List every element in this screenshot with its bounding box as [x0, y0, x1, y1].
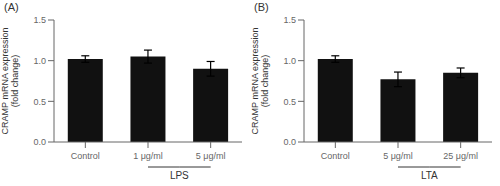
svg-text:0.0: 0.0 — [283, 137, 296, 147]
svg-text:1.0: 1.0 — [283, 56, 296, 66]
svg-text:0.5: 0.5 — [283, 97, 296, 107]
svg-text:25 μg/ml: 25 μg/ml — [443, 151, 478, 161]
svg-text:5 μg/ml: 5 μg/ml — [383, 151, 413, 161]
svg-text:LTA: LTA — [421, 170, 438, 181]
html-text:(A): (A) — [4, 1, 19, 13]
svg-text:CRAMP mRNA expression(fold cha: CRAMP mRNA expression(fold change) — [8, 28, 20, 135]
svg-text:CRAMP mRNA expression(fold cha: CRAMP mRNA expression(fold change) — [250, 28, 270, 135]
svg-text:5 μg/ml: 5 μg/ml — [196, 151, 226, 161]
svg-text:1 μg/ml: 1 μg/ml — [133, 151, 163, 161]
svg-text:0.5: 0.5 — [33, 97, 46, 107]
svg-text:0.0: 0.0 — [33, 137, 46, 147]
svg-text:1.0: 1.0 — [33, 56, 46, 66]
svg-text:LPS: LPS — [170, 170, 189, 181]
html-text:(B): (B) — [254, 1, 269, 13]
svg-text:1.5: 1.5 — [33, 15, 46, 25]
svg-text:1.5: 1.5 — [283, 15, 296, 25]
svg-text:Control: Control — [71, 151, 100, 161]
svg-text:Control: Control — [321, 151, 350, 161]
